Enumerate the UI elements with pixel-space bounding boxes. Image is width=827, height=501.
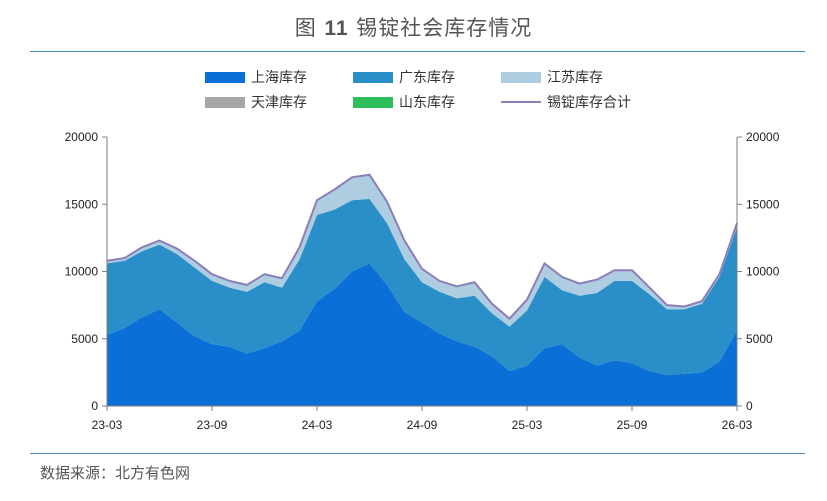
y-tick-label-left: 5000 [71,332,98,346]
x-tick-label: 25-09 [617,418,648,432]
x-tick-label: 23-09 [197,418,228,432]
legend-swatch-guangdong [353,71,393,83]
y-tick-label-right: 0 [746,399,753,413]
y-tick-label-left: 10000 [65,265,99,279]
chart-title-area: 图 11 锡锭社会库存情况 [0,12,827,42]
title-text: 锡锭社会库存情况 [356,16,533,40]
x-tick-label: 25-03 [512,418,543,432]
legend-label-total: 锡锭库存合计 [547,95,631,111]
x-tick-label: 26-03 [722,418,753,432]
legend-item-shandong: 山东库存 [353,93,455,111]
y-tick-label-right: 20000 [746,130,780,144]
legend-swatch-shandong [353,96,393,108]
x-tick-label: 24-03 [302,418,333,432]
y-tick-label-left: 0 [91,399,98,413]
y-tick-label-left: 15000 [65,197,99,211]
chart-title: 图 11 锡锭社会库存情况 [295,16,533,40]
legend-label-shandong: 山东库存 [399,95,455,111]
area-shanghai [107,263,737,406]
legend-swatch-shanghai [205,71,245,83]
axes [102,136,742,411]
legend-swatch-jiangsu [501,71,541,83]
legend-item-shanghai: 上海库存 [205,68,307,86]
legend-swatch-tianjin [205,96,245,108]
x-tick-label: 23-03 [92,418,123,432]
line-total [106,173,738,320]
bottom-divider [30,453,805,454]
legend-label-shanghai: 上海库存 [251,70,307,86]
y-tick-label-left: 20000 [65,130,99,144]
legend-item-total: 锡锭库存合计 [501,93,631,111]
top-divider [30,51,805,52]
title-number: 11 [324,17,349,40]
y-tick-label-right: 5000 [746,332,773,346]
legend-label-jiangsu: 江苏库存 [547,70,603,86]
tick-labels: 0 5000 10000 15000 20000 0 5000 10000 15000 20000… [65,130,780,432]
area-layers [106,173,738,406]
area-jiangsu [107,174,737,327]
y-tick-label-right: 10000 [746,265,780,279]
legend-label-guangdong: 广东库存 [399,70,455,86]
legend-item-guangdong: 广东库存 [353,68,455,86]
area-guangdong [107,198,737,376]
legend-swatch-total [501,101,541,103]
x-tick-label: 24-09 [407,418,438,432]
data-source: 数据来源：北方有色网 [40,464,191,482]
legend-item-jiangsu: 江苏库存 [501,68,603,86]
legend-label-tianjin: 天津库存 [251,95,307,111]
y-tick-label-right: 15000 [746,197,780,211]
legend-item-tianjin: 天津库存 [205,93,307,111]
title-prefix: 图 [294,16,317,40]
